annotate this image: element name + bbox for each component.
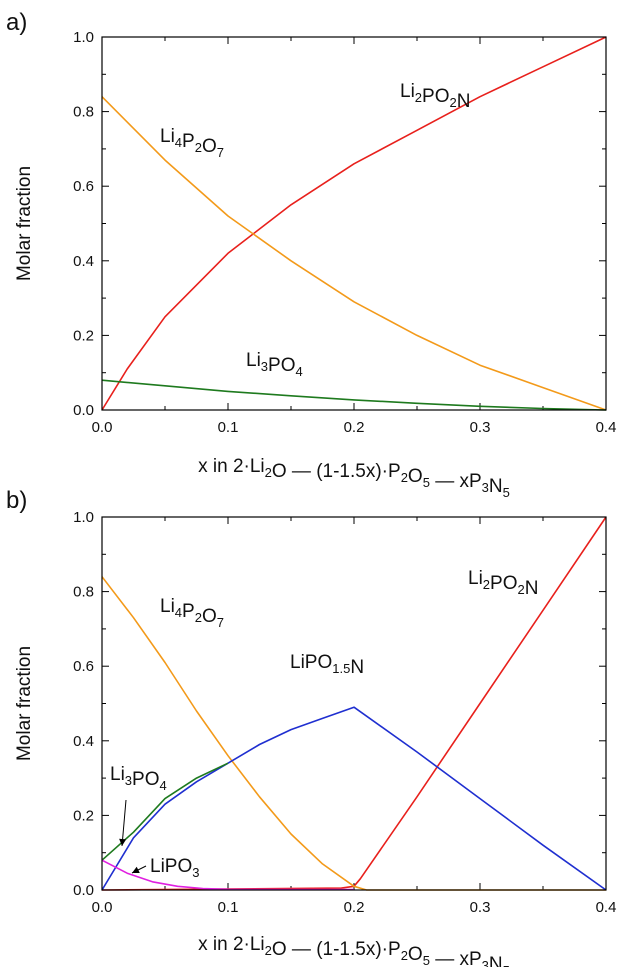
plot-frame [101,36,607,411]
series-line-li2po2n [101,36,607,411]
x-tick-label: 0.1 [218,419,239,436]
li3po4-arrow [121,799,127,847]
y-axis-label: Molar fraction [14,646,35,761]
series-line-li2po2n [101,516,607,891]
x-axis-label: x in 2·Li2O — (1-1.5x)·P2O5 — xP3N5 [198,934,510,967]
y-tick-label: 0.4 [73,733,94,750]
series-label-li4p2o7: Li4P2O7 [160,126,224,160]
lipo3-arrow-head [132,866,140,873]
series-label-li3po4: Li3PO4 [110,764,167,793]
x-tick-label: 0.0 [92,419,113,436]
x-tick-label: 0.1 [218,899,239,916]
x-tick-label: 0.2 [344,899,365,916]
x-tick-label: 0.2 [344,419,365,436]
series-label-li2po2n: Li2PO2N [400,81,470,112]
y-tick-label: 0.8 [73,584,94,601]
series-label-li3po4: Li3PO4 [246,350,303,379]
y-axis-label: Molar fraction [14,166,35,281]
x-axis-label: x in 2·Li2O — (1-1.5x)·P2O5 — xP3N5 [198,456,510,500]
plot-frame [101,516,607,891]
y-tick-label: 0.2 [73,327,94,344]
series-label-li4p2o7: Li4P2O7 [160,596,224,630]
series-line-li4p2o7 [101,576,606,891]
x-tick-label: 0.4 [596,899,617,916]
y-tick-label: 0.6 [73,178,94,195]
panel-letter: b) [6,487,27,514]
panel-b: b) 0.0 0.1 0.2 0.3 0.4 0.0 0.2 0.4 0.6 0.8 1.0 Li2PO… [6,487,616,967]
series-label-lipo3: LiPO3 [150,856,199,880]
series-line-li3po4 [101,379,607,411]
x-tick-label: 0.3 [470,419,491,436]
x-tick-label: 0.0 [92,899,113,916]
x-tick-label: 0.3 [470,899,491,916]
y-tick-label: 0.0 [73,882,94,899]
axis-ticks: 0.0 0.1 0.2 0.3 0.4 0.0 0.2 0.4 0.6 0.8 1.0 [73,29,616,436]
panel-a: a) 0.0 0.1 0.2 0.3 0.4 0.0 0.2 0.4 0.6 0.8 1.0 Li2PO… [6,9,616,500]
series-label-lipo1-5n: LiPO1.5N [290,652,364,678]
y-tick-label: 0.2 [73,807,94,824]
y-tick-label: 0.0 [73,402,94,419]
series-label-li2po2n: Li2PO2N [468,568,538,599]
y-tick-label: 1.0 [73,509,94,526]
y-tick-label: 0.8 [73,104,94,121]
y-tick-label: 1.0 [73,29,94,46]
li3po4-arrow-head [119,838,127,846]
axis-ticks: 0.0 0.1 0.2 0.3 0.4 0.0 0.2 0.4 0.6 0.8 1.0 [73,509,616,916]
y-tick-label: 0.4 [73,253,94,270]
series-line-lipo1-5n [101,706,607,891]
series-line-li4p2o7 [101,96,607,411]
panel-letter: a) [6,9,27,36]
y-tick-label: 0.6 [73,658,94,675]
x-tick-label: 0.4 [596,419,617,436]
